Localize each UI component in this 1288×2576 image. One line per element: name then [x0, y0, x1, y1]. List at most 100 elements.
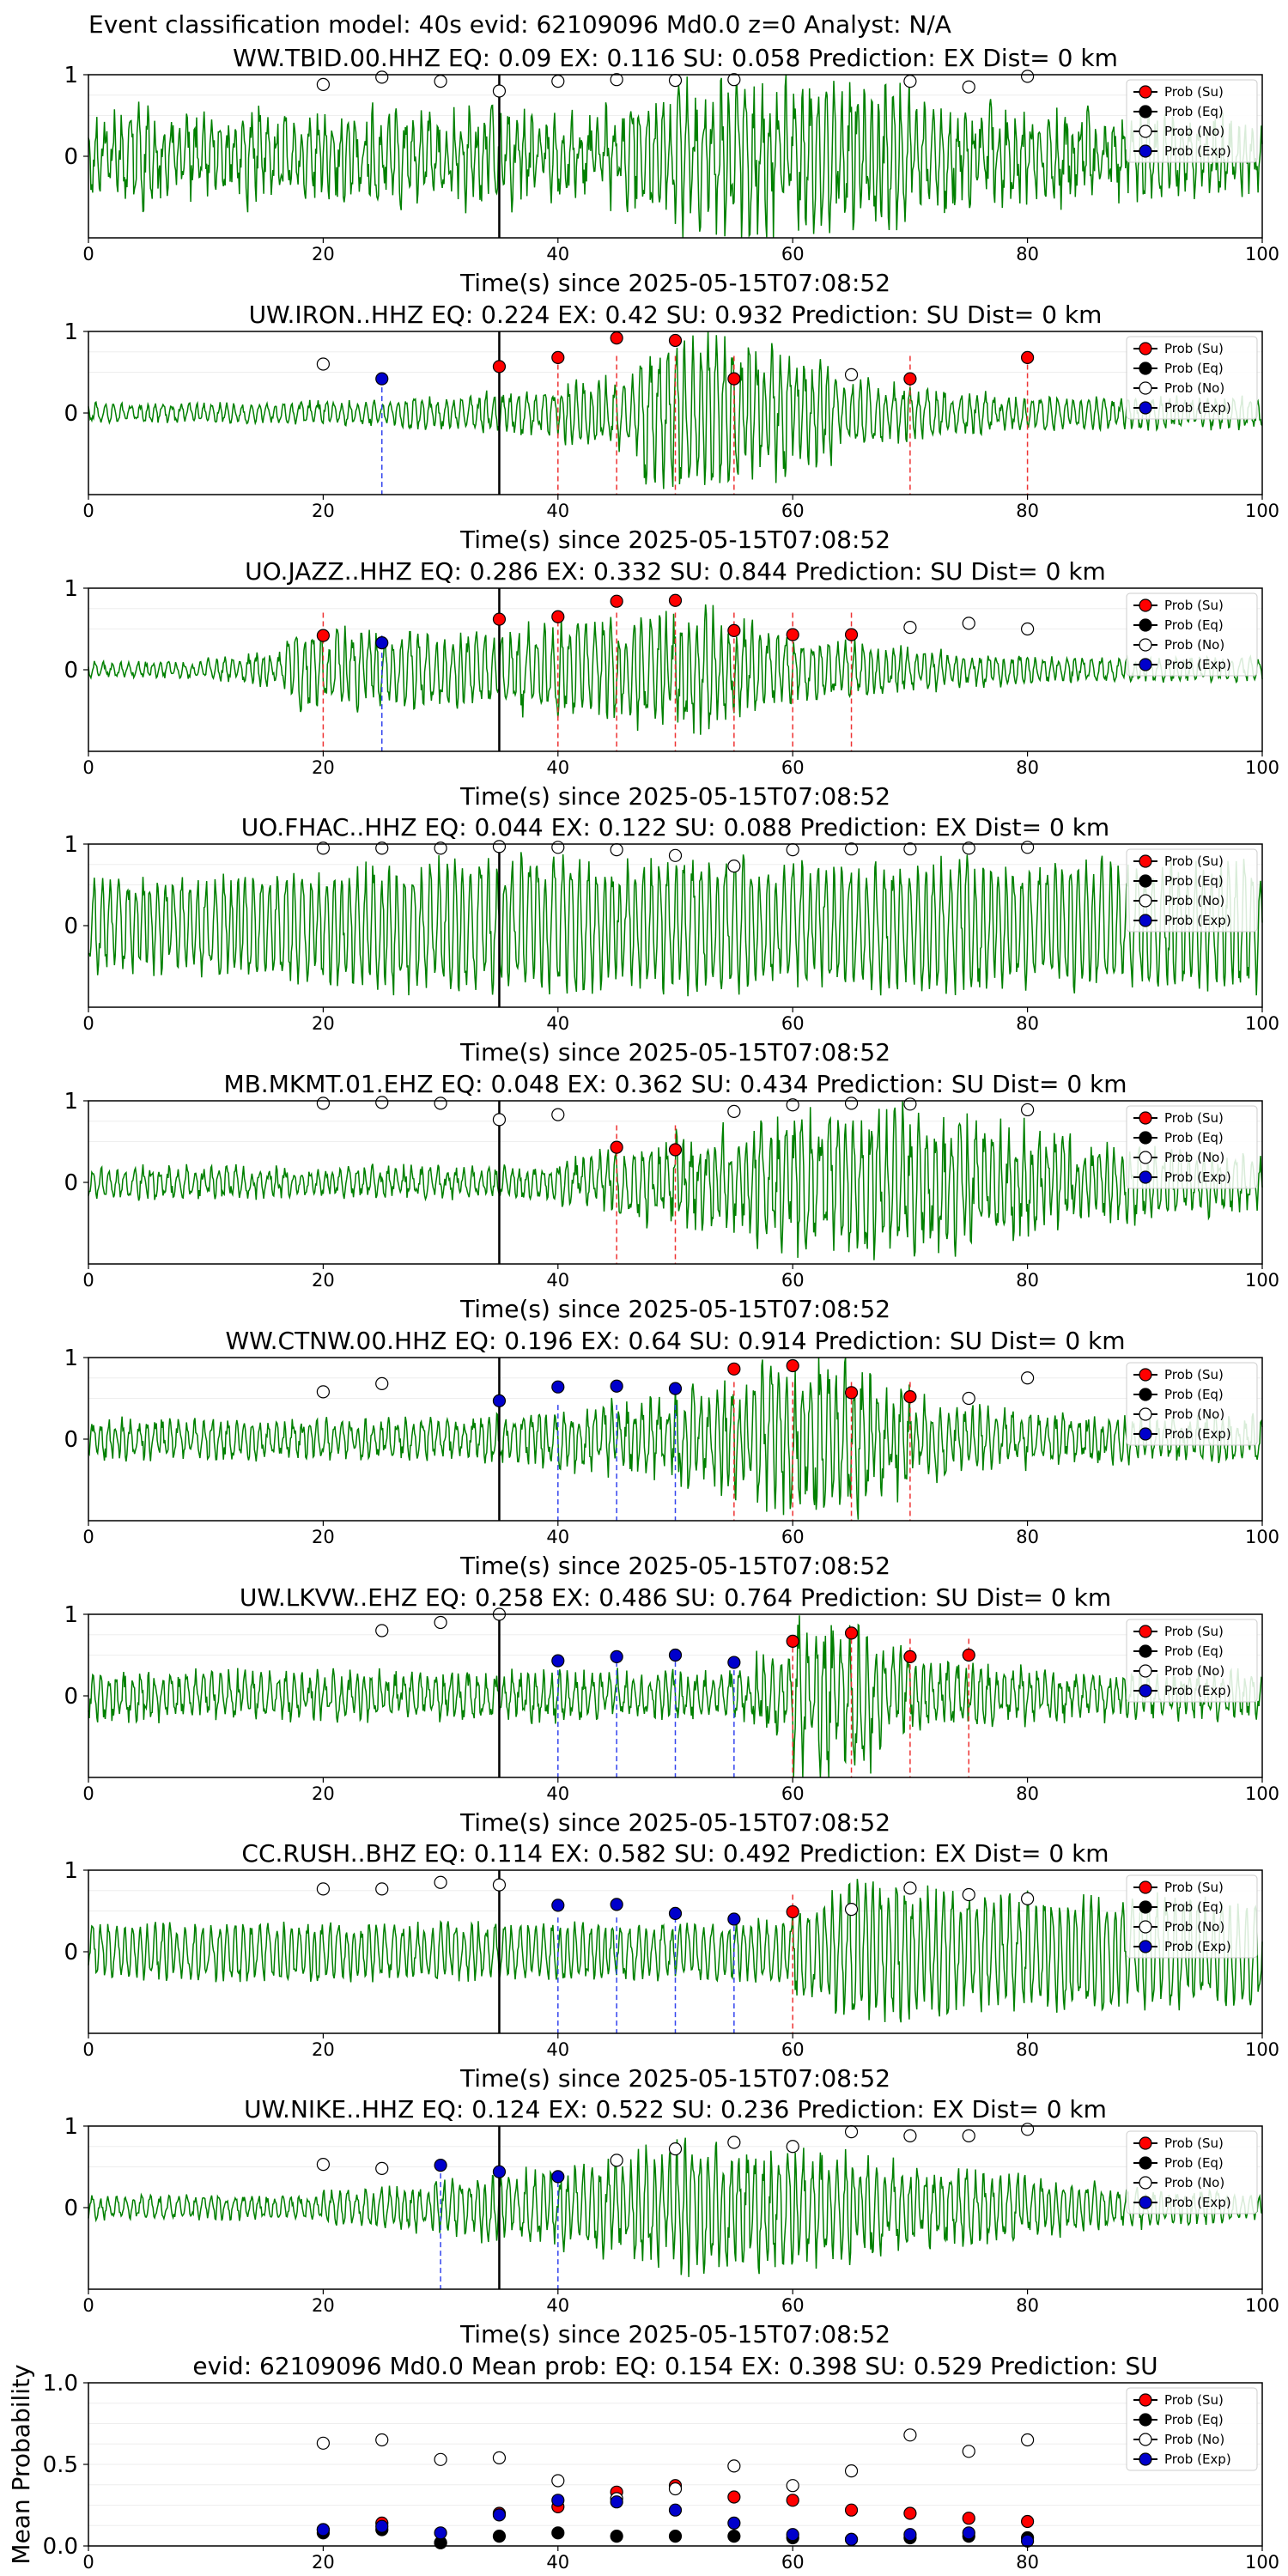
x-tick-label: 40: [546, 244, 569, 264]
mean-prob-marker-no: [786, 2479, 799, 2493]
mean-prob-marker-no: [551, 2474, 565, 2488]
prob-marker-no: [492, 1878, 507, 1892]
x-tick-label: 0: [82, 1783, 94, 1804]
mean-prob-marker-exp: [786, 2528, 799, 2542]
prob-marker-no: [492, 1113, 507, 1127]
prob-marker-su: [492, 612, 507, 626]
legend-label-no: Prob (No): [1164, 1919, 1224, 1935]
x-tick-label: 40: [546, 1783, 569, 1804]
prob-marker-exp: [551, 2170, 565, 2184]
prob-marker-no: [903, 74, 917, 88]
y-tick-label: 0: [64, 658, 78, 683]
y-tick-label: 0.5: [43, 2452, 78, 2478]
legend-label-su: Prob (Su): [1164, 2392, 1224, 2408]
prob-marker-no: [962, 1887, 975, 1902]
prob-marker-su: [844, 1626, 859, 1640]
mean-prob-marker-exp: [727, 2516, 741, 2530]
x-tick-label: 100: [1245, 1527, 1279, 1547]
prob-marker-no: [434, 1097, 447, 1110]
panel-title: CC.RUSH..BHZ EQ: 0.114 EX: 0.582 SU: 0.4…: [241, 1839, 1109, 1868]
panel-title: UW.NIKE..HHZ EQ: 0.124 EX: 0.522 SU: 0.2…: [244, 2095, 1107, 2123]
prob-marker-su: [551, 350, 565, 364]
mean-prob-marker-su: [727, 2490, 741, 2504]
x-tick-label: 80: [1016, 757, 1039, 778]
prob-marker-no: [375, 1096, 389, 1109]
legend-label-no: Prob (No): [1164, 380, 1224, 396]
mean-prob-marker-exp: [668, 2503, 683, 2517]
prob-marker-su: [727, 1362, 741, 1376]
legend-marker-eq: [1139, 1900, 1152, 1914]
mean-prob-marker-no: [492, 2451, 507, 2464]
y-tick-label: 1: [64, 1089, 78, 1115]
x-tick-label: 20: [312, 757, 335, 778]
prob-marker-no: [844, 2125, 859, 2139]
legend-marker-no: [1139, 894, 1152, 908]
legend-label-su: Prob (Su): [1164, 854, 1224, 869]
mean-prob-marker-exp: [610, 2495, 623, 2509]
prob-marker-exp: [492, 1394, 507, 1407]
x-tick-label: 100: [1245, 244, 1279, 264]
legend-label-no: Prob (No): [1164, 2175, 1224, 2190]
x-axis-label: Time(s) since 2025-05-15T07:08:52: [459, 269, 890, 297]
prob-marker-no: [551, 74, 565, 88]
prob-marker-no: [903, 620, 917, 635]
legend-label-su: Prob (Su): [1164, 1110, 1224, 1126]
prob-marker-su: [786, 1358, 799, 1373]
prob-marker-no: [903, 842, 917, 856]
legend-marker-no: [1139, 125, 1152, 138]
legend-label-su: Prob (Su): [1164, 1880, 1224, 1895]
prob-marker-exp: [727, 1912, 741, 1926]
legend-marker-eq: [1139, 105, 1152, 118]
legend-marker-no: [1139, 1920, 1152, 1934]
legend-marker-exp: [1139, 1427, 1152, 1441]
prob-marker-no: [786, 2140, 799, 2154]
x-tick-label: 60: [781, 2295, 805, 2316]
prob-marker-no: [844, 1903, 859, 1917]
prob-marker-su: [668, 333, 683, 348]
prob-marker-exp: [375, 636, 389, 650]
mean-prob-marker-no: [375, 2433, 389, 2447]
panel-2: UW.IRON..HHZ EQ: 0.224 EX: 0.42 SU: 0.93…: [64, 301, 1279, 554]
prob-marker-exp: [668, 1382, 683, 1395]
y-tick-label: 1: [64, 63, 78, 88]
legend-marker-su: [1139, 85, 1152, 99]
prob-marker-su: [610, 1140, 623, 1154]
x-tick-label: 60: [781, 1013, 805, 1034]
prob-marker-no: [1020, 1371, 1035, 1385]
prob-marker-no: [316, 77, 330, 92]
mean-prob-marker-su: [1020, 2514, 1035, 2529]
legend-marker-su: [1139, 1368, 1152, 1382]
prob-marker-no: [316, 1097, 330, 1110]
prob-marker-su: [786, 1905, 799, 1919]
prob-marker-no: [1020, 1892, 1035, 1905]
mean-prob-marker-exp: [551, 2494, 565, 2507]
prob-marker-no: [668, 2142, 683, 2156]
mean-prob-marker-no: [844, 2464, 859, 2478]
prob-marker-exp: [492, 2165, 507, 2178]
prob-marker-su: [1020, 350, 1035, 364]
x-tick-label: 0: [82, 1013, 94, 1034]
prob-marker-su: [316, 629, 330, 642]
x-axis-label: Time(s) since 2025-05-15T07:08:52: [459, 1038, 890, 1066]
y-tick-label: 0: [64, 1170, 78, 1196]
prob-marker-no: [492, 84, 507, 98]
legend-marker-su: [1139, 1111, 1152, 1125]
panel-5: MB.MKMT.01.EHZ EQ: 0.048 EX: 0.362 SU: 0…: [64, 1070, 1279, 1323]
legend-label-exp: Prob (Exp): [1164, 1426, 1231, 1442]
prob-marker-no: [844, 1097, 859, 1110]
mean-prob-marker-su: [962, 2512, 975, 2525]
legend-label-no: Prob (No): [1164, 1663, 1224, 1679]
prob-marker-no: [1020, 622, 1035, 636]
x-tick-label: 0: [82, 2552, 94, 2573]
prob-marker-su: [492, 360, 507, 374]
legend-marker-su: [1139, 854, 1152, 868]
prob-marker-no: [375, 70, 389, 84]
x-tick-label: 20: [312, 1013, 335, 1034]
x-tick-label: 40: [546, 757, 569, 778]
prob-marker-no: [903, 1097, 917, 1111]
prob-marker-no: [551, 841, 565, 854]
prob-marker-su: [551, 610, 565, 623]
waveform-trace: [88, 74, 1263, 239]
legend-label-eq: Prob (Eq): [1164, 2155, 1224, 2171]
y-tick-label: 0: [64, 1427, 78, 1453]
